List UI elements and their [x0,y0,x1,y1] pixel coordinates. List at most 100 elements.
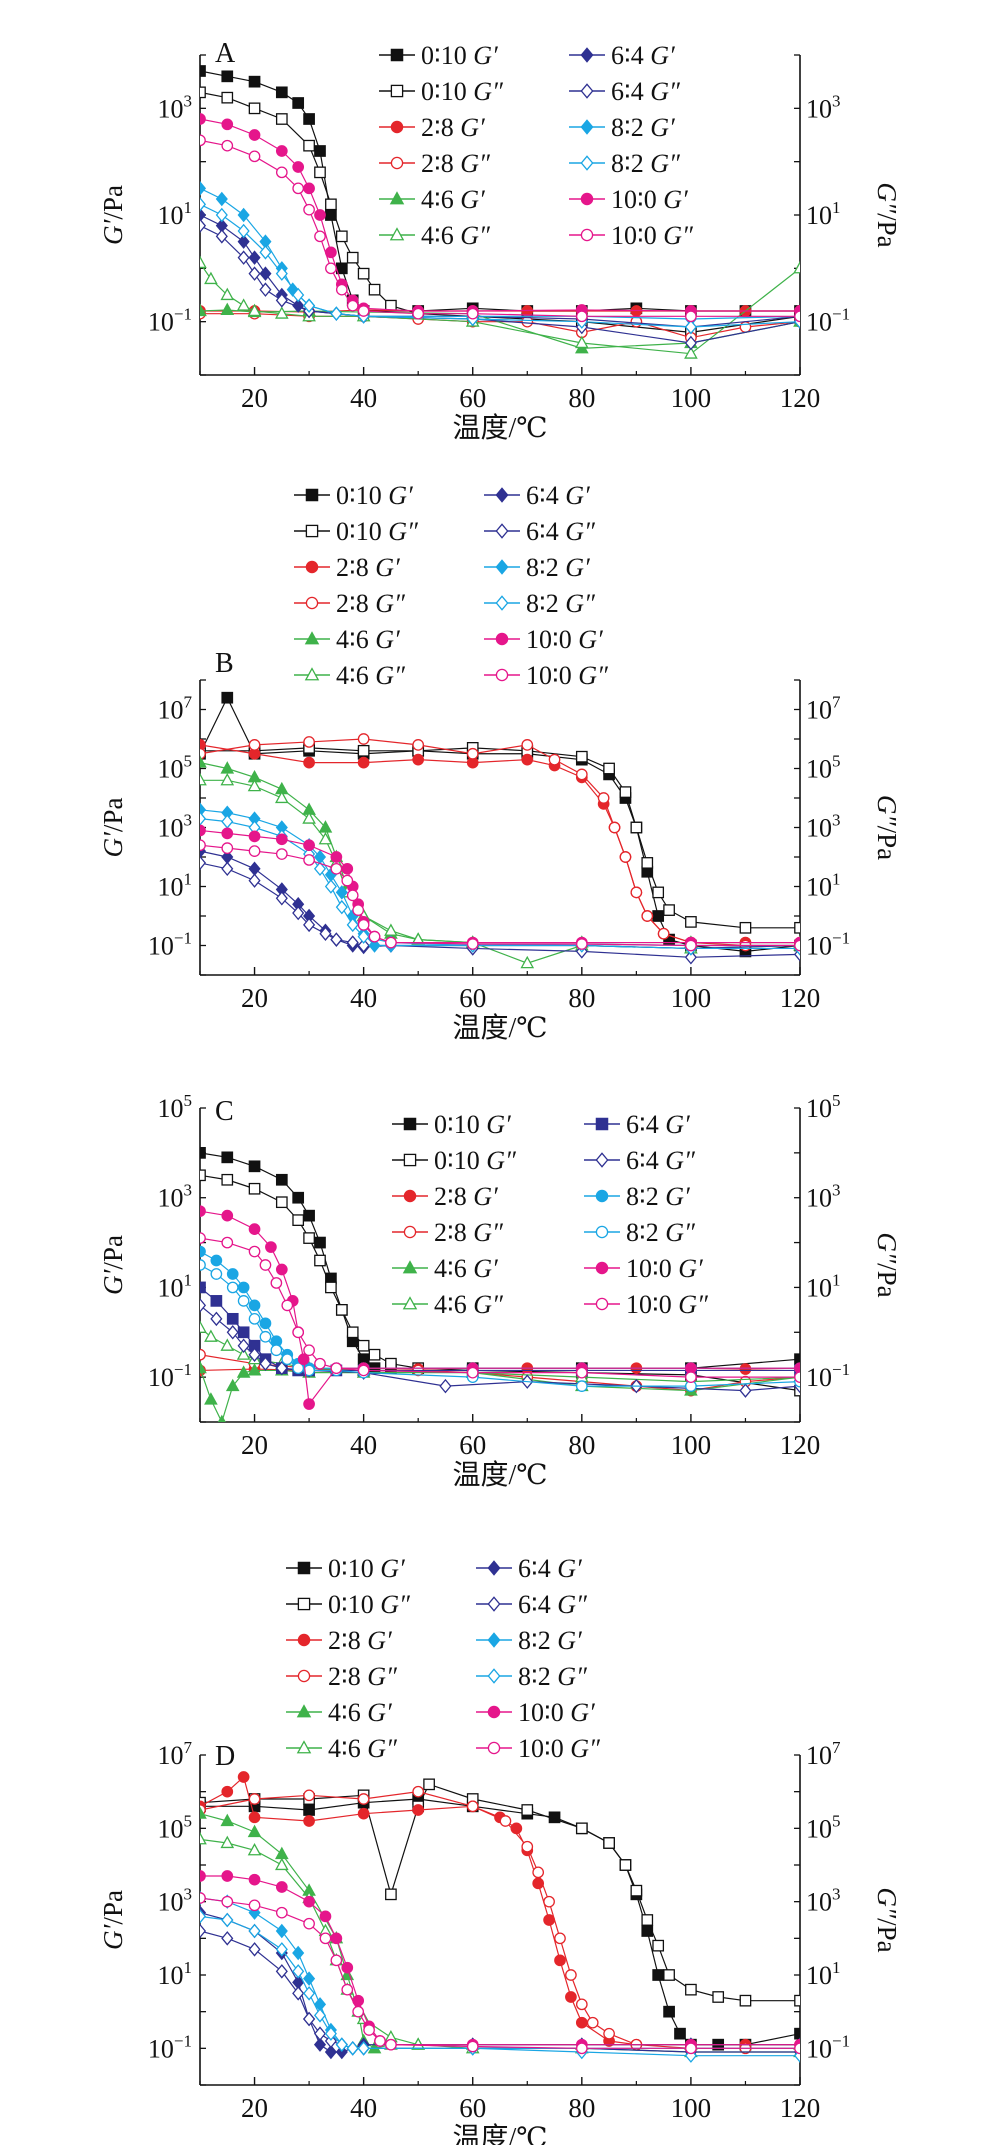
data-point-r10_0_Gpp [221,842,234,855]
data-point-r4_6_Gp [220,761,235,774]
legend-marker [390,48,404,62]
data-point-r0_10_Gpp [221,91,234,104]
data-point-r6_4_Gpp [237,250,250,265]
data-point-r8_2_Gp [303,1971,316,1986]
data-point-r10_0_Gpp [248,845,261,857]
legend-marker [487,1668,501,1684]
panel-label: B [215,648,234,679]
data-point-r8_2_Gpp [346,2041,359,2056]
data-point-r10_0_Gpp [341,874,354,887]
data-point-r0_10_Gp [292,97,305,109]
data-point-r8_2_Gp [286,282,299,297]
legend-marker [595,1189,609,1203]
data-point-r10_0_Gp [330,851,343,863]
data-point-r10_0_Gpp [368,930,381,943]
data-point-r0_10_Gp [663,2005,675,2018]
data-point-r10_0_Gp [248,830,261,843]
legend-label: 0∶10 G′ [421,41,498,70]
data-point-r4_6_Gp [200,1360,207,1374]
x-tick-label: 120 [780,2093,821,2123]
panel-label: D [215,1741,235,1772]
data-point-r10_0_Gpp [275,166,288,179]
data-point-r4_6_Gpp [247,778,262,792]
data-point-r6_4_Gp [335,2044,348,2060]
data-point-r10_0_Gpp [466,307,479,320]
x-axis-label: 温度/℃ [452,1459,547,1491]
legend-label: 2∶8 G″ [434,1218,504,1247]
data-point-r8_2_Gpp [270,1344,283,1357]
legend-label: 8∶2 G″ [611,149,681,178]
data-point-r0_10_Gpp [248,1182,261,1195]
y-tick-label-left: 10−1 [148,929,192,961]
legend-label: 4∶6 G″ [328,1734,398,1763]
legend-marker [296,1704,312,1718]
data-point-r0_10_Gpp [603,762,615,775]
x-tick-label: 40 [350,2093,377,2123]
data-point-r4_6_Gpp [793,261,800,274]
legend-label: 2∶8 G″ [328,1662,398,1691]
y-tick-label-left: 10−1 [148,305,192,337]
x-tick-label: 60 [459,2093,486,2123]
legend-marker [487,1741,501,1755]
data-point-r4_6_Gpp [302,811,316,824]
data-point-r0_10_Gpp [712,1991,725,2003]
data-point-r10_0_Gpp [575,2042,588,2055]
data-point-r0_10_Gp [200,65,206,77]
data-point-r10_0_Gp [200,1205,206,1218]
data-point-r10_0_Gpp [221,1895,234,1908]
data-point-r8_2_Gp [200,1245,206,1258]
data-point-r10_0_Gpp [303,203,315,216]
legend-label: 0∶10 G″ [421,77,504,106]
data-point-r10_0_Gpp [303,1344,315,1357]
data-point-r0_10_Gpp [200,86,206,99]
data-point-r10_0_Gpp [466,1366,479,1379]
data-point-r10_0_Gpp [374,2035,386,2047]
y-tick-label-right: 103 [806,1885,841,1917]
data-point-r8_2_Gpp [313,2008,327,2023]
data-point-r2_8_Gpp [554,1932,566,1945]
data-point-r4_6_Gp [318,820,333,833]
data-point-r10_0_Gp [319,1910,332,1923]
y-tick-label-right: 101 [806,1270,841,1302]
data-point-r2_8_Gpp [466,1800,479,1813]
data-point-r10_0_Gpp [330,862,343,875]
legend-marker [580,83,594,99]
data-point-r0_10_Gp [652,1969,665,1981]
data-point-r10_0_Gpp [200,1892,206,1904]
data-point-r8_2_Gpp [226,1281,239,1294]
legend-label: 10∶0 G′ [526,625,603,654]
data-point-r0_10_Gp [314,145,326,157]
data-point-r4_6_Gpp [200,772,207,786]
data-point-r6_4_Gpp [210,1311,223,1327]
data-point-r8_2_Gpp [281,1353,294,1366]
data-point-r6_4_Gpp [275,1964,288,1979]
data-point-r8_2_Gpp [200,1259,206,1271]
x-tick-label: 120 [780,1430,821,1460]
data-point-r4_6_Gp [367,2041,382,2054]
legend-marker [297,1669,311,1683]
data-point-r10_0_Gpp [221,1236,234,1249]
y-tick-label-right: 105 [806,1091,841,1123]
data-point-r6_4_Gp [226,1312,239,1325]
data-point-r0_10_Gpp [368,1348,381,1361]
legend-marker [403,1189,417,1203]
legend-label: 4∶6 G′ [434,1254,498,1283]
data-point-r8_2_Gpp [221,1912,234,1928]
data-point-r10_0_Gpp [346,299,359,312]
y-tick-label-left: 105 [158,1811,193,1843]
data-point-r10_0_Gpp [281,1299,294,1312]
legend-marker [297,1633,311,1647]
data-point-r8_2_Gp [368,938,381,953]
data-point-r10_0_Gp [248,1873,261,1886]
data-point-r6_4_Gpp [259,282,272,297]
series-line-r4_6_Gp [200,1813,800,2049]
legend: 0∶10 G′ 0∶10 G″ 2∶8 G′ 2∶8 G″ 4∶6 G′ 4∶6 G″ 6∶… [392,1110,709,1319]
data-point-r10_0_Gpp [200,1232,206,1244]
y-tick-label-right: 10−1 [806,2031,850,2063]
data-point-r8_2_Gpp [292,1362,305,1375]
data-point-r2_8_Gpp [248,1793,261,1805]
data-point-r8_2_Gpp [684,319,697,335]
data-point-r8_2_Gpp [303,298,316,313]
data-point-r10_0_Gp [221,1870,234,1882]
x-tick-label: 20 [241,983,268,1013]
